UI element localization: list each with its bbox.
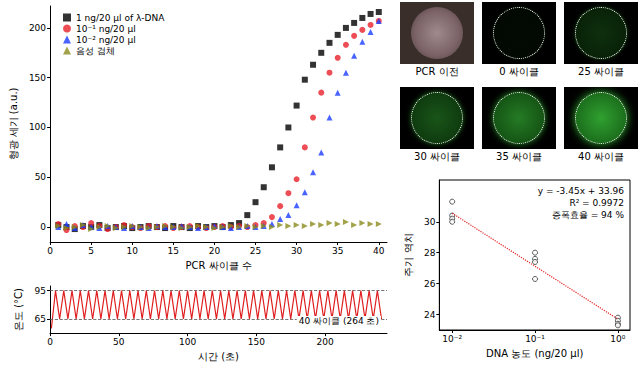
svg-text:온도 (°C): 온도 (°C) (13, 288, 24, 331)
svg-text:0: 0 (47, 246, 53, 256)
svg-text:24: 24 (424, 310, 436, 320)
svg-text:10⁰: 10⁰ (610, 334, 625, 344)
svg-text:25: 25 (250, 246, 261, 256)
svg-text:10: 10 (127, 246, 139, 256)
svg-text:200: 200 (317, 337, 334, 347)
svg-text:28: 28 (424, 248, 436, 258)
svg-text:200: 200 (29, 23, 46, 33)
svg-text:R² = 0.9972: R² = 0.9972 (569, 198, 624, 208)
svg-text:10⁻²: 10⁻² (442, 334, 462, 344)
svg-text:40: 40 (373, 246, 385, 256)
svg-text:10⁻¹ ng/20 μl: 10⁻¹ ng/20 μl (76, 24, 136, 34)
svg-text:50: 50 (35, 172, 47, 182)
svg-text:26: 26 (424, 279, 436, 289)
svg-text:증폭효율 = 94 %: 증폭효율 = 94 % (552, 210, 625, 220)
svg-text:0: 0 (47, 337, 53, 347)
svg-text:음성 검체: 음성 검체 (76, 46, 115, 56)
svg-text:DNA 농도 (ng/20 μl): DNA 농도 (ng/20 μl) (486, 348, 583, 359)
svg-text:150: 150 (29, 73, 46, 83)
svg-text:30: 30 (291, 246, 303, 256)
svg-text:40 싸이클 (264 초): 40 싸이클 (264 초) (299, 316, 379, 326)
svg-text:5: 5 (88, 246, 94, 256)
svg-text:0: 0 (40, 222, 46, 232)
svg-text:PCR 싸이클 수: PCR 싸이클 수 (185, 260, 251, 271)
svg-text:30: 30 (424, 217, 436, 227)
html-text:35 싸이클: 35 싸이클 (496, 151, 542, 162)
svg-text:10⁻² ng/20 μl: 10⁻² ng/20 μl (76, 35, 136, 45)
svg-text:1 ng/20 μl of λ-DNA: 1 ng/20 μl of λ-DNA (76, 13, 165, 23)
svg-text:10⁻¹: 10⁻¹ (525, 334, 545, 344)
svg-text:시간 (초): 시간 (초) (198, 351, 239, 362)
svg-text:95: 95 (35, 286, 46, 296)
svg-text:65: 65 (35, 314, 46, 324)
svg-text:주기 역치: 주기 역치 (403, 233, 414, 276)
html-text:30 싸이클: 30 싸이클 (414, 151, 460, 162)
svg-text:15: 15 (168, 246, 179, 256)
html-text:0 싸이클: 0 싸이클 (499, 66, 539, 77)
svg-text:y = -3.45x + 33.96: y = -3.45x + 33.96 (538, 186, 625, 196)
html-text:25 싸이클: 25 싸이클 (578, 66, 624, 77)
svg-text:50: 50 (113, 337, 125, 347)
svg-text:100: 100 (29, 122, 46, 132)
svg-text:20: 20 (209, 246, 221, 256)
svg-text:100: 100 (179, 337, 196, 347)
html-text:40 싸이클: 40 싸이클 (578, 151, 624, 162)
svg-text:150: 150 (248, 337, 265, 347)
svg-text:형광 세기 (a.u.): 형광 세기 (a.u.) (8, 87, 19, 160)
html-text:PCR 이전: PCR 이전 (415, 66, 459, 77)
svg-text:35: 35 (332, 246, 343, 256)
